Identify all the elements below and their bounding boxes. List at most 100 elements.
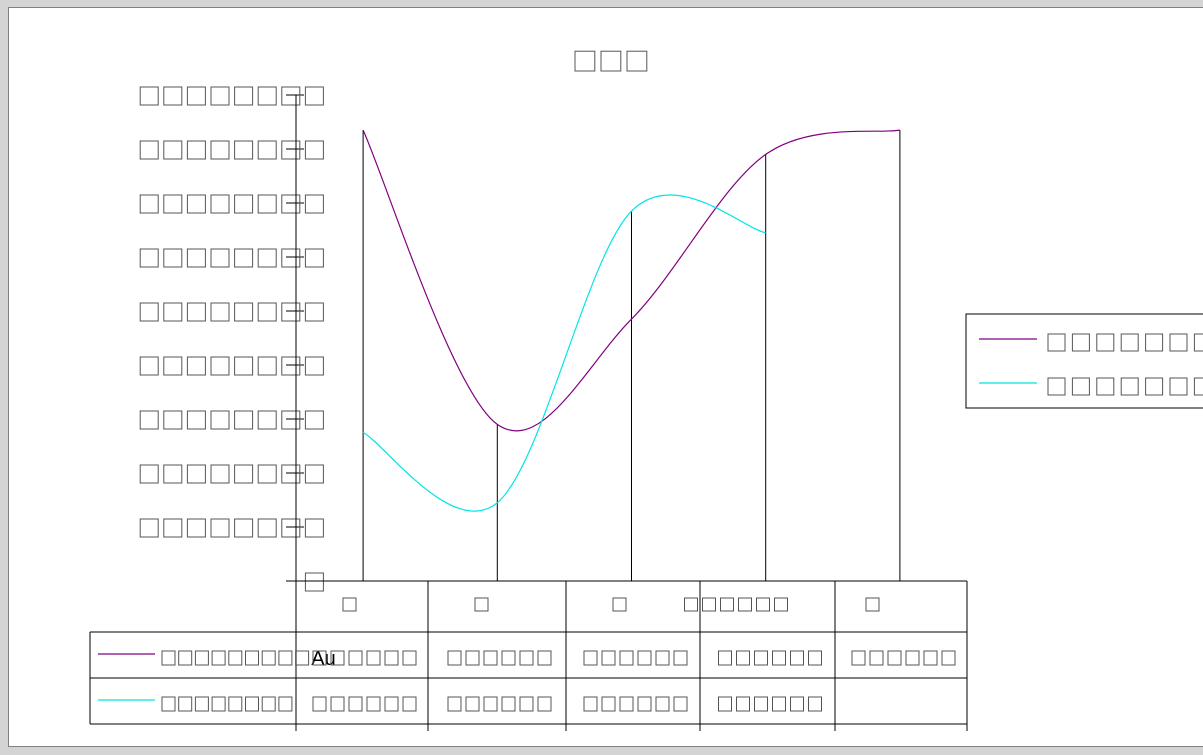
chart-frame: □□□ □□□□□□□□□□□□□□□□□□□□□□□□□□□□□□□□□□□□… [8, 7, 1203, 747]
category-label: □ [865, 597, 880, 612]
y-tick-label: □□□□□□□□ [139, 356, 324, 376]
glyph-box [655, 650, 670, 666]
glyph-box [342, 597, 357, 612]
glyph-box [257, 140, 277, 160]
glyph-box [139, 356, 159, 376]
glyph-box [163, 86, 183, 106]
glyph-box [537, 696, 552, 712]
glyph-box [295, 650, 310, 666]
glyph-box [304, 86, 324, 106]
glyph-box [754, 650, 768, 666]
table-cell: □□□□□□ [583, 696, 688, 712]
glyph-box [304, 464, 324, 484]
glyph-box [186, 464, 206, 484]
glyph-box [257, 410, 277, 430]
glyph-box [234, 140, 254, 160]
table-cell: □□□□□□ [447, 696, 552, 712]
glyph-box [1145, 333, 1164, 352]
category-label: □ [474, 597, 489, 612]
glyph-box [718, 696, 732, 712]
glyph-box [1145, 377, 1164, 396]
glyph-box [234, 410, 254, 430]
glyph-box [304, 302, 324, 322]
glyph-box [851, 650, 866, 666]
glyph-box [637, 650, 652, 666]
glyph-box [186, 194, 206, 214]
glyph-box [210, 140, 230, 160]
legend-label: □□□□□□□ [1047, 333, 1203, 352]
glyph-box [1071, 377, 1090, 396]
glyph-box [210, 248, 230, 268]
glyph-box [163, 410, 183, 430]
glyph-box [245, 696, 259, 712]
legend-box [965, 313, 1203, 409]
glyph-box [178, 650, 193, 666]
glyph-box [161, 650, 176, 666]
glyph-box [330, 650, 345, 666]
glyph-box [234, 356, 254, 376]
glyph-box [186, 302, 206, 322]
table-cell: □□□□□□ [718, 696, 822, 712]
glyph-box [261, 696, 276, 712]
glyph-box [281, 356, 301, 376]
glyph-box [612, 597, 627, 612]
glyph-box [139, 248, 159, 268]
y-tick-label: □□□□□□□□ [139, 518, 324, 538]
glyph-box [941, 650, 956, 666]
category-label: □□□□□□ [684, 597, 788, 612]
table-cell: □□□□□□ [583, 650, 688, 666]
glyph-box [210, 194, 230, 214]
glyph-box [465, 650, 480, 666]
glyph-box [736, 696, 750, 712]
glyph-box [234, 194, 254, 214]
glyph-box [720, 597, 734, 612]
glyph-box [163, 248, 183, 268]
glyph-box [1096, 333, 1115, 352]
glyph-box [501, 650, 516, 666]
glyph-box [923, 650, 938, 666]
glyph-box [178, 696, 193, 712]
glyph-box [186, 140, 206, 160]
glyph-box [772, 696, 786, 712]
glyph-box [163, 356, 183, 376]
glyph-box [257, 518, 277, 538]
glyph-box [402, 650, 417, 666]
glyph-box [194, 696, 209, 712]
glyph-box [257, 302, 277, 322]
glyph-box [348, 650, 363, 666]
glyph-box [483, 650, 498, 666]
glyph-box [281, 518, 301, 538]
glyph-box [483, 696, 498, 712]
glyph-box [887, 650, 902, 666]
glyph-box [245, 650, 259, 666]
glyph-box [774, 597, 788, 612]
y-tick-label: □□□□□□□□ [139, 140, 324, 160]
glyph-box [1047, 377, 1066, 396]
glyph-box [281, 140, 301, 160]
glyph-box [1120, 377, 1139, 396]
glyph-box [210, 410, 230, 430]
glyph-box [234, 518, 254, 538]
glyph-box [402, 696, 417, 712]
glyph-box [619, 650, 634, 666]
glyph-box [756, 597, 770, 612]
glyph-box [186, 248, 206, 268]
glyph-box [312, 696, 327, 712]
glyph-box [348, 696, 363, 712]
glyph-box [281, 248, 301, 268]
glyph-box [139, 518, 159, 538]
glyph-box [210, 464, 230, 484]
glyph-box [278, 696, 293, 712]
glyph-box [281, 464, 301, 484]
glyph-box [304, 410, 324, 430]
glyph-box [312, 650, 327, 666]
glyph-box [163, 194, 183, 214]
glyph-box [790, 696, 804, 712]
glyph-box [519, 696, 534, 712]
glyph-box [626, 50, 648, 72]
glyph-box [519, 650, 534, 666]
glyph-box [163, 464, 183, 484]
glyph-box [139, 464, 159, 484]
glyph-box [211, 696, 226, 712]
series-line-1 [362, 129, 901, 432]
